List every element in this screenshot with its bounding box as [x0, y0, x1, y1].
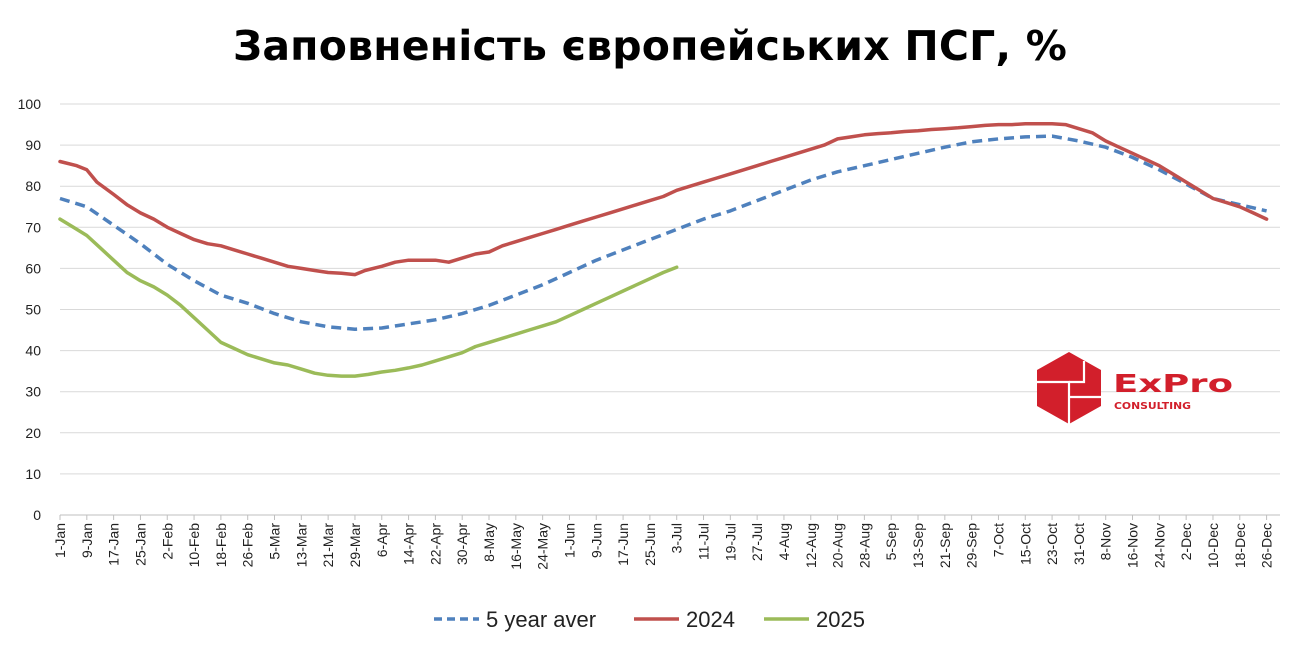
x-tick-label: 18-Feb	[213, 523, 229, 568]
x-tick-label: 14-Apr	[401, 523, 417, 565]
x-tick-label: 28-Aug	[856, 523, 872, 568]
series-line-2025	[58, 217, 679, 378]
legend-label: 2025	[816, 607, 865, 632]
x-tick-label: 5-Sep	[883, 523, 899, 561]
axes: 0 10 20 30 40 50 60 70 80 90 100 1-Jan 9-Jan 17-Jan 25…	[18, 96, 1280, 570]
legend-label: 5 year aver	[486, 607, 596, 632]
x-tick-label: 20-Aug	[830, 523, 846, 568]
x-tick-label: 2-Feb	[159, 523, 175, 560]
x-tick-label: 30-Apr	[454, 523, 470, 565]
y-tick-label: 0	[33, 507, 41, 523]
x-tick-label: 25-Jun	[642, 523, 658, 566]
series-line-5-year-aver	[59, 134, 1267, 331]
x-tick-label: 5-Mar	[267, 523, 283, 560]
y-tick-label: 10	[25, 466, 41, 482]
x-tick-label: 29-Mar	[347, 523, 363, 568]
x-tick-label: 17-Jun	[615, 523, 631, 566]
x-tick-label: 22-Apr	[427, 523, 443, 565]
x-tick-label: 3-Jul	[669, 523, 685, 553]
x-tick-label: 9-Jun	[588, 523, 604, 558]
x-tick-label: 2-Dec	[1178, 523, 1194, 560]
x-tick-label: 24-Nov	[1151, 523, 1167, 568]
x-tick-label: 16-Nov	[1125, 523, 1141, 568]
x-tick-label: 26-Dec	[1259, 523, 1275, 568]
logo-subtitle: CONSULTING	[1114, 401, 1191, 412]
x-tick-label: 25-Jan	[132, 523, 148, 566]
x-tick-label: 13-Sep	[910, 523, 926, 568]
x-tick-label: 19-Jul	[722, 523, 738, 561]
y-tick-label: 50	[25, 302, 41, 318]
x-tick-label: 8-May	[481, 523, 497, 562]
x-tick-label: 16-May	[508, 523, 524, 570]
x-tick-label: 15-Oct	[1017, 523, 1033, 565]
x-tick-label: 6-Apr	[374, 523, 390, 558]
series-lines	[58, 121, 1269, 378]
x-tick-label: 24-May	[535, 523, 551, 570]
y-tick-label: 70	[25, 219, 41, 235]
x-tick-label: 4-Aug	[776, 523, 792, 560]
chart-title: Заповненість європейських ПСГ, %	[232, 22, 1067, 70]
grid-lines	[60, 103, 1280, 475]
expro-logo-icon	[1037, 352, 1101, 424]
x-tick-label: 18-Dec	[1232, 523, 1248, 568]
x-tick-label: 13-Mar	[293, 523, 309, 568]
x-tick-label: 10-Feb	[186, 523, 202, 568]
x-tick-label: 21-Sep	[937, 523, 953, 568]
x-tick-label: 8-Nov	[1098, 523, 1114, 560]
legend-label: 2024	[686, 607, 735, 632]
logo-name: ExPro	[1113, 369, 1233, 398]
y-tick-label: 90	[25, 137, 41, 153]
y-tick-label: 20	[25, 425, 41, 441]
x-tick-label: 1-Jun	[561, 523, 577, 558]
x-tick-label: 27-Jul	[749, 523, 765, 561]
x-tick-label: 10-Dec	[1205, 523, 1221, 568]
x-tick-label: 7-Oct	[990, 523, 1006, 557]
x-tick-label: 31-Oct	[1071, 523, 1087, 565]
legend: 5 year aver 2024 2025	[434, 607, 865, 632]
x-tick-label: 26-Feb	[240, 523, 256, 568]
x-tick-label: 21-Mar	[320, 523, 336, 568]
series-line-2024	[58, 121, 1269, 277]
expro-logo: ExPro CONSULTING	[1037, 352, 1233, 424]
y-tick-label: 30	[25, 384, 41, 400]
x-tick-label: 17-Jan	[106, 523, 122, 566]
x-tick-label: 1-Jan	[52, 523, 68, 558]
y-tick-label: 100	[18, 96, 42, 112]
y-tick-label: 80	[25, 178, 41, 194]
y-tick-label: 40	[25, 343, 41, 359]
x-tick-label: 11-Jul	[696, 523, 712, 560]
x-tick-label: 9-Jan	[79, 523, 95, 558]
x-tick-label: 23-Oct	[1044, 523, 1060, 565]
x-tick-label: 29-Sep	[964, 523, 980, 568]
y-tick-label: 60	[25, 260, 41, 276]
x-tick-label: 12-Aug	[803, 523, 819, 568]
